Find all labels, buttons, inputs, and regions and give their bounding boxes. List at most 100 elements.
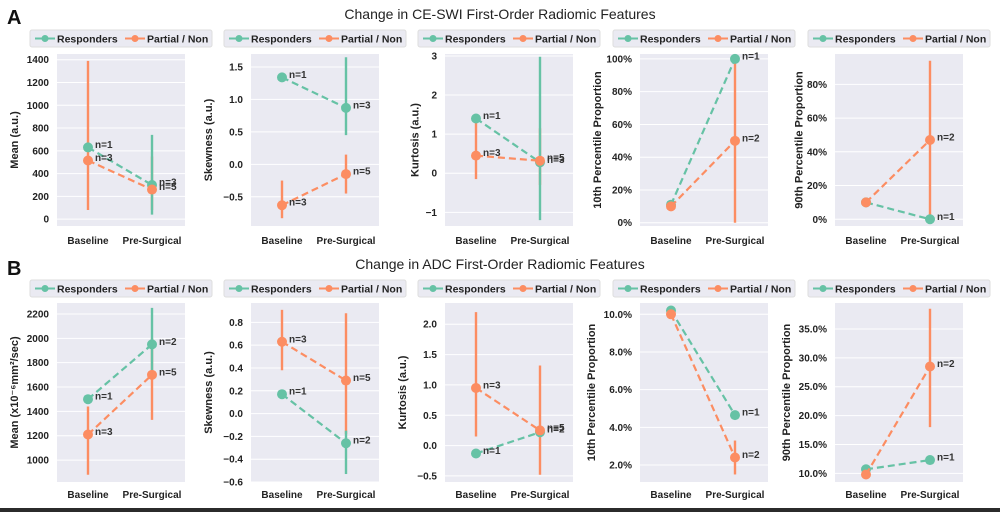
panel-b2-legend-responders-label: Responders [251,284,312,296]
panel-b2-ytick-label: 0.6 [229,341,243,352]
panel-b4-legend-responders-label: Responders [640,284,701,296]
panel-a3-legend-responders-label: Responders [445,34,506,46]
panel-a2-ylabel: Skewness (a.u.) [203,98,215,181]
panel-a1-partial-point [83,155,93,166]
panel-b4-legend-partial-marker [714,285,722,292]
panel-a4-legend-partial-marker [714,35,722,42]
panel-a2-legend [223,29,407,48]
panel-b2-partial-point [341,375,351,386]
panel-a1-ytick-label: 1200 [27,78,50,89]
panel-a5-ytick-label: 40% [807,147,827,158]
panel-b3-ytick-label: 1.0 [423,380,437,391]
panel-a3-responders-n-label: n=3 [547,155,565,166]
panel-b5-partial-point [861,469,871,480]
panel-b2-partial-line [281,340,347,382]
panel-b2-partial-point [277,336,287,347]
panel-a5-ytick-label: 60% [807,114,827,125]
panel-a1-legend-responders-marker [41,35,49,42]
panel-b1-legend-partial-marker [131,285,139,292]
panel-b3-xtick-label: Baseline [455,490,497,501]
panel-a4-legend [612,29,796,48]
panel-a5-partial-point [925,135,935,145]
panel-b4-partial-point [666,309,676,320]
panel-a1-ytick-label: 800 [32,124,49,135]
panel-a3-ylabel: Kurtosis (a.u.) [410,103,422,177]
panel-b3-plot-area [445,303,573,482]
panel-a3-ytick-label: 1 [431,130,437,141]
panel-a3-partial-point [535,155,545,166]
panel-b1-ytick-label: 1400 [27,407,50,418]
panel-a3-responders-point [471,113,481,124]
panel-b3-ytick-label: −0.5 [417,471,437,482]
panel-b4-partial-n-label: n=2 [742,450,760,461]
panel-b5-legend-responders-marker [819,285,827,292]
panel-b2-responders-n-label: n=1 [289,387,307,398]
panel-a2-partial-point [341,169,351,180]
panel-b4-legend [612,279,796,298]
panel-b2-ytick-label: −0.4 [223,455,243,466]
panel-b3-legend-responders-marker [429,285,437,292]
panel-a4-ytick-label: 20% [612,185,632,196]
panel-b4-legend-responders-marker [624,285,632,292]
panel-b4-ytick-label: 10.0% [604,310,632,321]
panel-b2-legend [223,279,407,298]
panel-a4-partial-line [670,140,736,208]
panel-a1-ytick-label: 0 [43,215,49,226]
panel-a1-partial-n-label: n=5 [159,182,177,193]
panel-a2-ytick-label: 1.5 [229,62,243,73]
panel-b4-responders-point [730,410,740,421]
panel-b3-ytick-label: 2.0 [423,320,437,331]
panel-a4-partial-n-label: n=2 [742,133,760,144]
panel-a1-xtick-label: Baseline [67,236,109,247]
panel-b3-ytick-label: 1.5 [423,350,437,361]
panel-a1-partial-line [87,159,153,191]
panel-a1-ylabel: Mean (a.u.) [9,111,21,169]
panel-a5-partial-n-label: n=2 [937,133,955,144]
panel-b3-partial-point [471,382,481,393]
panel-a1-partial-n-label: n=3 [95,153,113,164]
panel-a4-ytick-label: 40% [612,153,632,164]
panel-b4-responders-line [670,309,736,416]
panel-b2-responders-line [281,393,347,445]
panel-b3-legend [417,279,601,298]
panel-b1-ytick-label: 1200 [27,431,50,442]
panel-b5-ytick-label: 20.0% [799,411,827,422]
panel-a5-legend-partial-marker [909,35,917,42]
panel-b5-partial-line [865,365,931,476]
panel-a4-partial-point [666,201,676,212]
panel-b1-responders-point [83,394,93,405]
panel-a2-legend-partial-label: Partial / Non [341,34,402,46]
panel-b2-ytick-label: 0.4 [229,363,243,374]
panel-a2-xtick-label: Pre-Surgical [317,236,376,247]
panel-a3-responders-n-label: n=1 [483,111,501,122]
panel-a1-legend [29,29,213,48]
panel-b2-responders-point [341,438,351,449]
panel-a5-ylabel: 90th Percentile Proportion [793,71,805,209]
panel-b1-legend-responders-marker [41,285,49,292]
panel-b1-ytick-label: 2000 [27,334,50,345]
panel-b3-xtick-label: Pre-Surgical [511,490,570,501]
panel-b5-legend [807,279,991,298]
bottom-strip [0,508,1000,512]
panel-b1-partial-point [83,429,93,440]
row-a-title: Change in CE-SWI First-Order Radiomic Fe… [344,6,656,22]
panel-a2-ytick-label: −0.5 [223,192,243,203]
panel-a2-responders-point [341,102,351,113]
panel-b3-responders-point [471,448,481,459]
panel-b2-plot-area [251,303,379,482]
panel-b2-legend-responders-marker [235,285,243,292]
panel-a3-xtick-label: Pre-Surgical [511,236,570,247]
panel-a1-ytick-label: 400 [32,169,49,180]
panel-a2-responders-n-label: n=3 [353,100,371,111]
panel-b5-plot-area [835,303,963,482]
panel-b5-xtick-label: Baseline [845,490,887,501]
panel-b5-responders-point [925,455,935,466]
panel-b1-ylabel: Mean (x10⁻⁶mm²/sec) [9,336,21,449]
panel-b5-ytick-label: 10.0% [799,469,827,480]
panel-b5-partial-point [925,361,935,372]
panel-b4-ytick-label: 6.0% [609,385,632,396]
panel-b1-ytick-label: 1800 [27,358,50,369]
panel-b2-ytick-label: 0.2 [229,386,243,397]
panel-a5-partial-point [861,197,871,208]
